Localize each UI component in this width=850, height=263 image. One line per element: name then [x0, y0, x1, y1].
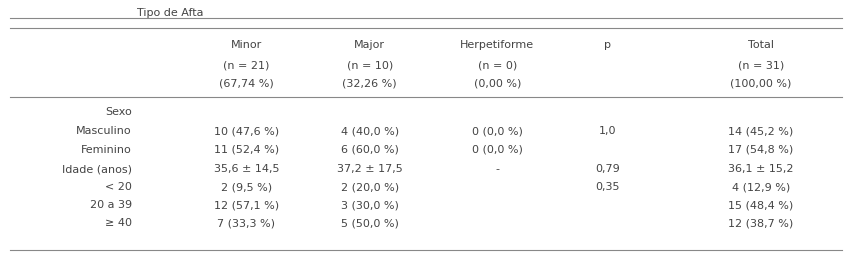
Text: (0,00 %): (0,00 %): [473, 78, 521, 88]
Text: 1,0: 1,0: [599, 126, 616, 136]
Text: Minor: Minor: [231, 40, 262, 50]
Text: 12 (38,7 %): 12 (38,7 %): [728, 218, 793, 228]
Text: 10 (47,6 %): 10 (47,6 %): [214, 126, 279, 136]
Text: 0 (0,0 %): 0 (0,0 %): [472, 126, 523, 136]
Text: (32,26 %): (32,26 %): [343, 78, 397, 88]
Text: 15 (48,4 %): 15 (48,4 %): [728, 200, 793, 210]
Text: 6 (60,0 %): 6 (60,0 %): [341, 145, 399, 155]
Text: (67,74 %): (67,74 %): [219, 78, 274, 88]
Text: (n = 31): (n = 31): [738, 60, 784, 70]
Text: 11 (52,4 %): 11 (52,4 %): [214, 145, 279, 155]
Text: Feminino: Feminino: [81, 145, 132, 155]
Text: 35,6 ± 14,5: 35,6 ± 14,5: [213, 164, 280, 174]
Text: p: p: [604, 40, 611, 50]
Text: (n = 10): (n = 10): [347, 60, 393, 70]
Text: 37,2 ± 17,5: 37,2 ± 17,5: [337, 164, 403, 174]
Text: (100,00 %): (100,00 %): [730, 78, 791, 88]
Text: 0,79: 0,79: [595, 164, 620, 174]
Text: 4 (12,9 %): 4 (12,9 %): [732, 182, 790, 192]
Text: 7 (33,3 %): 7 (33,3 %): [218, 218, 275, 228]
Text: 12 (57,1 %): 12 (57,1 %): [214, 200, 279, 210]
Text: 3 (30,0 %): 3 (30,0 %): [341, 200, 399, 210]
Text: 36,1 ± 15,2: 36,1 ± 15,2: [728, 164, 794, 174]
Text: (n = 21): (n = 21): [224, 60, 269, 70]
Text: (n = 0): (n = 0): [478, 60, 517, 70]
Text: Total: Total: [748, 40, 774, 50]
Text: Idade (anos): Idade (anos): [62, 164, 132, 174]
Text: Herpetiforme: Herpetiforme: [460, 40, 535, 50]
Text: < 20: < 20: [105, 182, 132, 192]
Text: -: -: [496, 164, 499, 174]
Text: 20 a 39: 20 a 39: [89, 200, 132, 210]
Text: Major: Major: [354, 40, 385, 50]
Text: 5 (50,0 %): 5 (50,0 %): [341, 218, 399, 228]
Text: 0 (0,0 %): 0 (0,0 %): [472, 145, 523, 155]
Text: 17 (54,8 %): 17 (54,8 %): [728, 145, 793, 155]
Text: 0,35: 0,35: [596, 182, 620, 192]
Text: 4 (40,0 %): 4 (40,0 %): [341, 126, 399, 136]
Text: 2 (20,0 %): 2 (20,0 %): [341, 182, 399, 192]
Text: 14 (45,2 %): 14 (45,2 %): [728, 126, 793, 136]
Text: Sexo: Sexo: [105, 107, 132, 117]
Text: 2 (9,5 %): 2 (9,5 %): [221, 182, 272, 192]
Text: ≥ 40: ≥ 40: [105, 218, 132, 228]
Text: Masculino: Masculino: [76, 126, 132, 136]
Text: Tipo de Afta: Tipo de Afta: [137, 8, 203, 18]
